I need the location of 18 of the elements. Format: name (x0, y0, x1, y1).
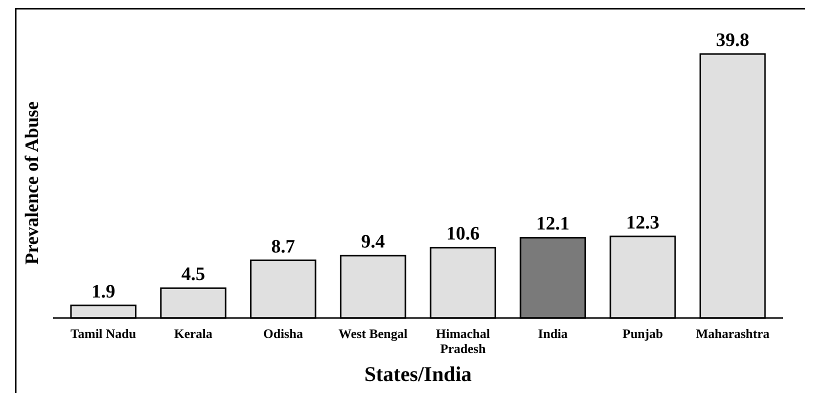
y-axis-title: Prevalence of Abuse (22, 101, 43, 265)
x-tick-label: Maharashtra (696, 326, 770, 341)
x-tick-label: Odisha (263, 326, 304, 341)
x-tick-label: West Bengal (338, 326, 408, 341)
data-label: 4.5 (181, 264, 206, 286)
data-label: 9.4 (361, 232, 386, 253)
data-label: 12.1 (536, 214, 570, 235)
x-tick-label: Punjab (622, 326, 663, 341)
x-tick-label: Kerala (174, 326, 213, 341)
x-tick-label: India (538, 326, 568, 341)
x-axis-title: States/India (364, 362, 472, 386)
data-label: 12.3 (626, 212, 660, 234)
data-label: 39.8 (716, 30, 750, 51)
data-label: 8.7 (271, 236, 296, 258)
x-tick-label: Tamil Nadu (70, 326, 136, 341)
x-tick-label: Himachal Pradesh (436, 326, 490, 356)
data-label: 1.9 (91, 281, 116, 302)
data-label: 10.6 (446, 224, 480, 245)
